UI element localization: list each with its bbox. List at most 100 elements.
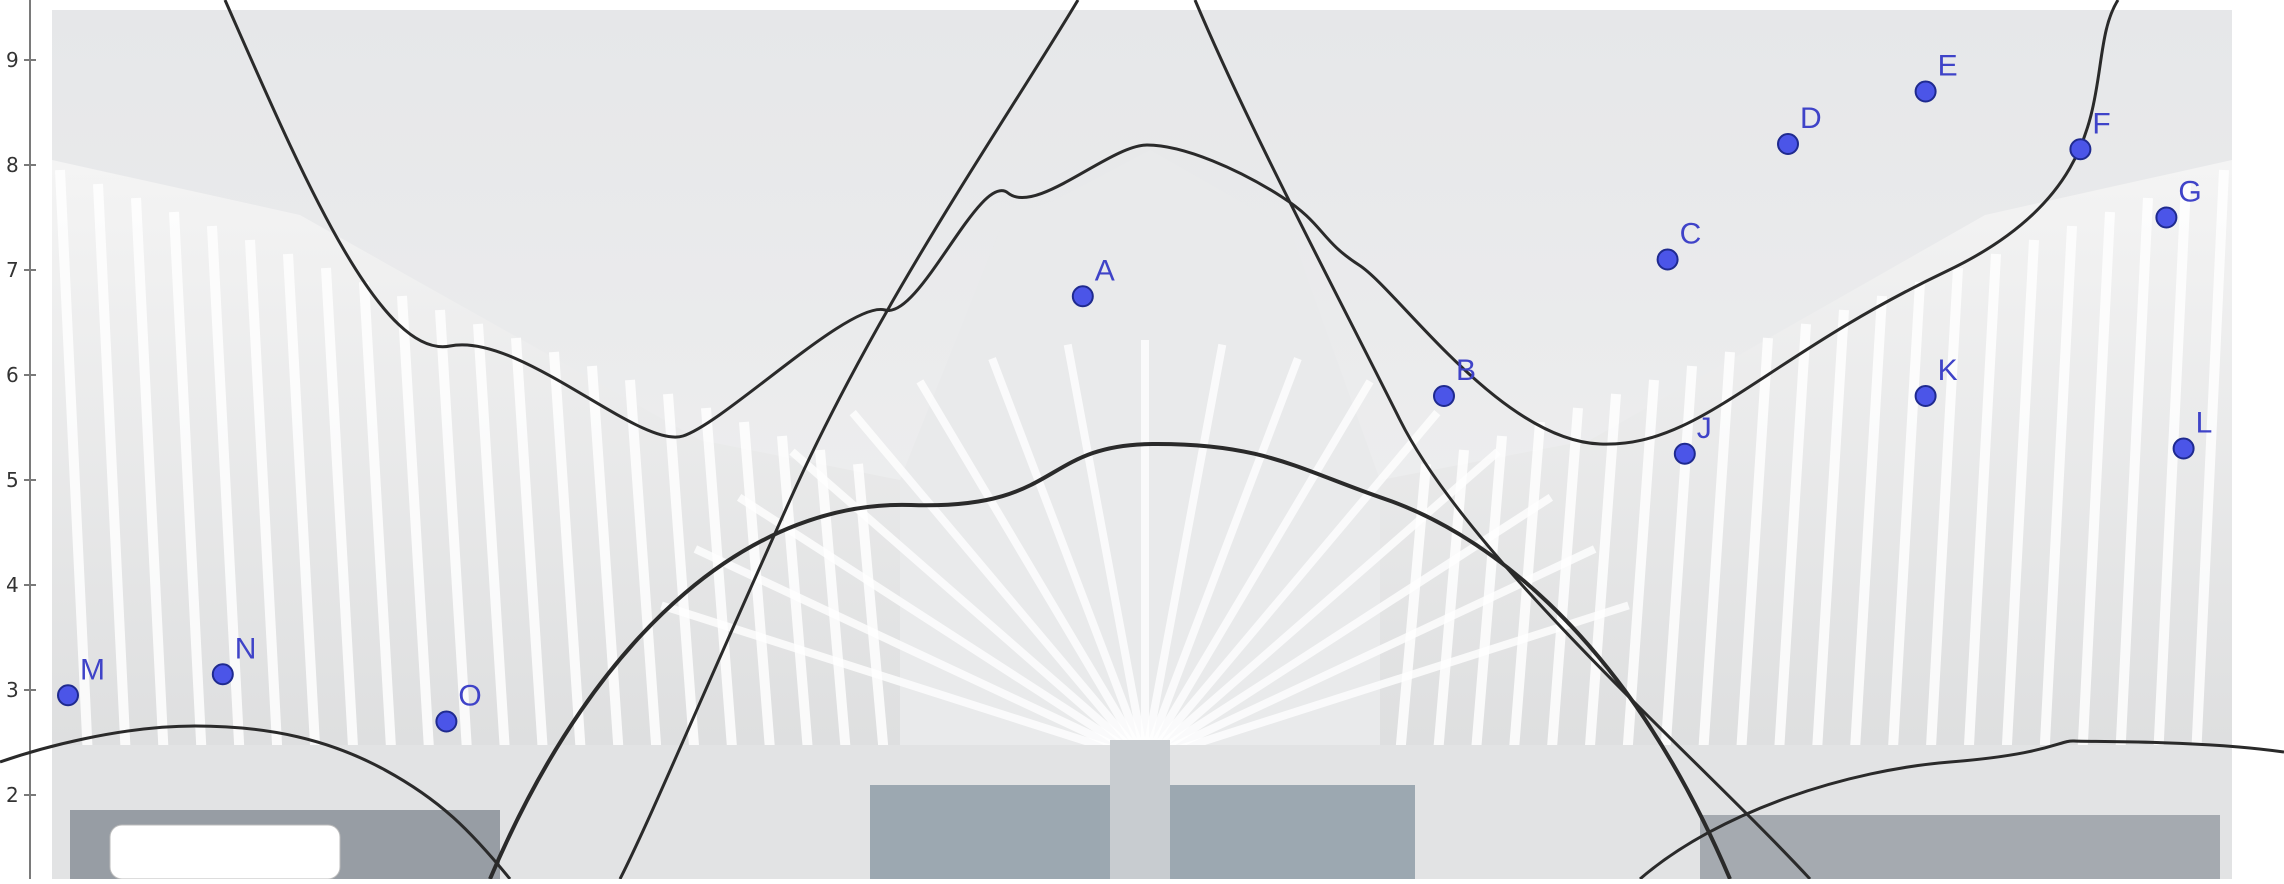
rib-left: [587, 365, 627, 801]
rib-left: [359, 281, 399, 801]
rib-fan: [1141, 343, 1227, 761]
y-axis-ticks: 2 3 4 5 6 7 8 9: [6, 48, 36, 807]
y-axis: 2 3 4 5 6 7 8 9: [0, 0, 52, 879]
point-n[interactable]: [211, 663, 234, 686]
rib-right: [1467, 435, 1507, 801]
rib-left: [511, 337, 551, 801]
point-label-b: B: [1456, 354, 1476, 387]
background-photo: [52, 10, 2232, 880]
rib-fan: [1142, 448, 1501, 764]
point-m[interactable]: [57, 684, 79, 707]
axis-strip: [0, 0, 52, 879]
rib-left: [245, 239, 285, 801]
point-label-e: E: [1938, 50, 1958, 83]
rib-right: [2113, 197, 2153, 801]
rib-left: [283, 253, 323, 801]
point-label-c: C: [1680, 218, 1702, 251]
point-f[interactable]: [2069, 138, 2092, 161]
point-d[interactable]: [1777, 133, 1799, 155]
rib-fan: [789, 448, 1148, 764]
rib-left: [815, 449, 855, 801]
y-tick-label: 7: [6, 258, 19, 282]
y-tick-label: 3: [6, 678, 19, 702]
rib-right: [1733, 337, 1773, 801]
point-label-l: L: [2196, 407, 2213, 440]
rib-fan: [1141, 357, 1302, 762]
rib-right: [1543, 407, 1583, 801]
curve-1: [223, 0, 2120, 446]
rib-right: [1619, 379, 1659, 801]
rib-fan: [1141, 410, 1441, 763]
point-k[interactable]: [1914, 385, 1937, 407]
rib-left: [473, 323, 513, 801]
rib-left: [131, 197, 171, 801]
rib-right: [1961, 253, 2001, 801]
point-o[interactable]: [435, 710, 458, 733]
point-label-k: K: [1938, 354, 1958, 387]
point-e[interactable]: [1914, 80, 1937, 103]
rib-right: [1999, 239, 2039, 801]
point-label-o: O: [458, 680, 481, 713]
curve-5: [0, 724, 512, 880]
point-g[interactable]: [2155, 206, 2178, 229]
rib-left: [207, 225, 247, 801]
y-tick-label: 5: [6, 468, 19, 492]
rib-right: [1847, 295, 1887, 801]
points: ABCDEFGHIJKLMNOPQR: [57, 50, 2213, 733]
rib-left: [625, 379, 665, 801]
rib-left: [169, 211, 209, 801]
rib-right: [2189, 169, 2229, 801]
roof-ribs: [55, 169, 2229, 801]
curve-3: [1193, 0, 1812, 881]
rib-right: [1923, 267, 1963, 801]
right-windows: [1700, 815, 2220, 879]
rib-right: [1771, 323, 1811, 801]
rib-fan: [660, 601, 1147, 764]
rib-right: [1657, 365, 1697, 801]
point-label-m: M: [80, 653, 105, 686]
point-l[interactable]: [2172, 437, 2195, 460]
rib-left: [701, 407, 741, 801]
rib-left: [739, 421, 779, 801]
point-label-g: G: [2178, 176, 2201, 209]
rib-fan: [916, 379, 1149, 763]
point-c[interactable]: [1656, 248, 1679, 271]
rib-left: [321, 267, 361, 801]
rib-right: [1695, 351, 1735, 801]
rib-left: [435, 309, 475, 801]
parked-van: [109, 824, 341, 880]
rib-left: [777, 435, 817, 801]
y-tick-label: 4: [6, 573, 19, 597]
curve-6: [1639, 739, 2284, 881]
rib-right: [1581, 393, 1621, 801]
rib-fan: [1141, 379, 1374, 763]
rib-left: [93, 183, 133, 801]
rib-left: [397, 295, 437, 801]
rib-fan: [849, 410, 1149, 763]
rib-fan: [737, 494, 1148, 764]
rib-fan: [693, 545, 1147, 764]
rib-right: [2037, 225, 2077, 801]
rib-right: [2151, 183, 2191, 801]
rib-left: [55, 169, 95, 801]
point-b[interactable]: [1433, 385, 1455, 407]
y-tick-label: 9: [6, 48, 19, 72]
point-label-j: J: [1697, 412, 1712, 445]
point-j[interactable]: [1673, 442, 1696, 465]
point-label-d: D: [1800, 102, 1822, 135]
y-tick-label: 6: [6, 363, 19, 387]
rib-fan: [1143, 601, 1630, 764]
point-label-a: A: [1095, 254, 1115, 287]
point-label-n: N: [235, 632, 257, 665]
curve-2: [618, 0, 1080, 880]
rib-fan: [988, 357, 1149, 762]
point-a[interactable]: [1071, 285, 1094, 308]
curve-4: [488, 441, 1732, 880]
rib-right: [1885, 281, 1925, 801]
rib-fan: [1063, 343, 1149, 761]
central-tower: [900, 150, 1380, 879]
rib-right: [1809, 309, 1849, 801]
